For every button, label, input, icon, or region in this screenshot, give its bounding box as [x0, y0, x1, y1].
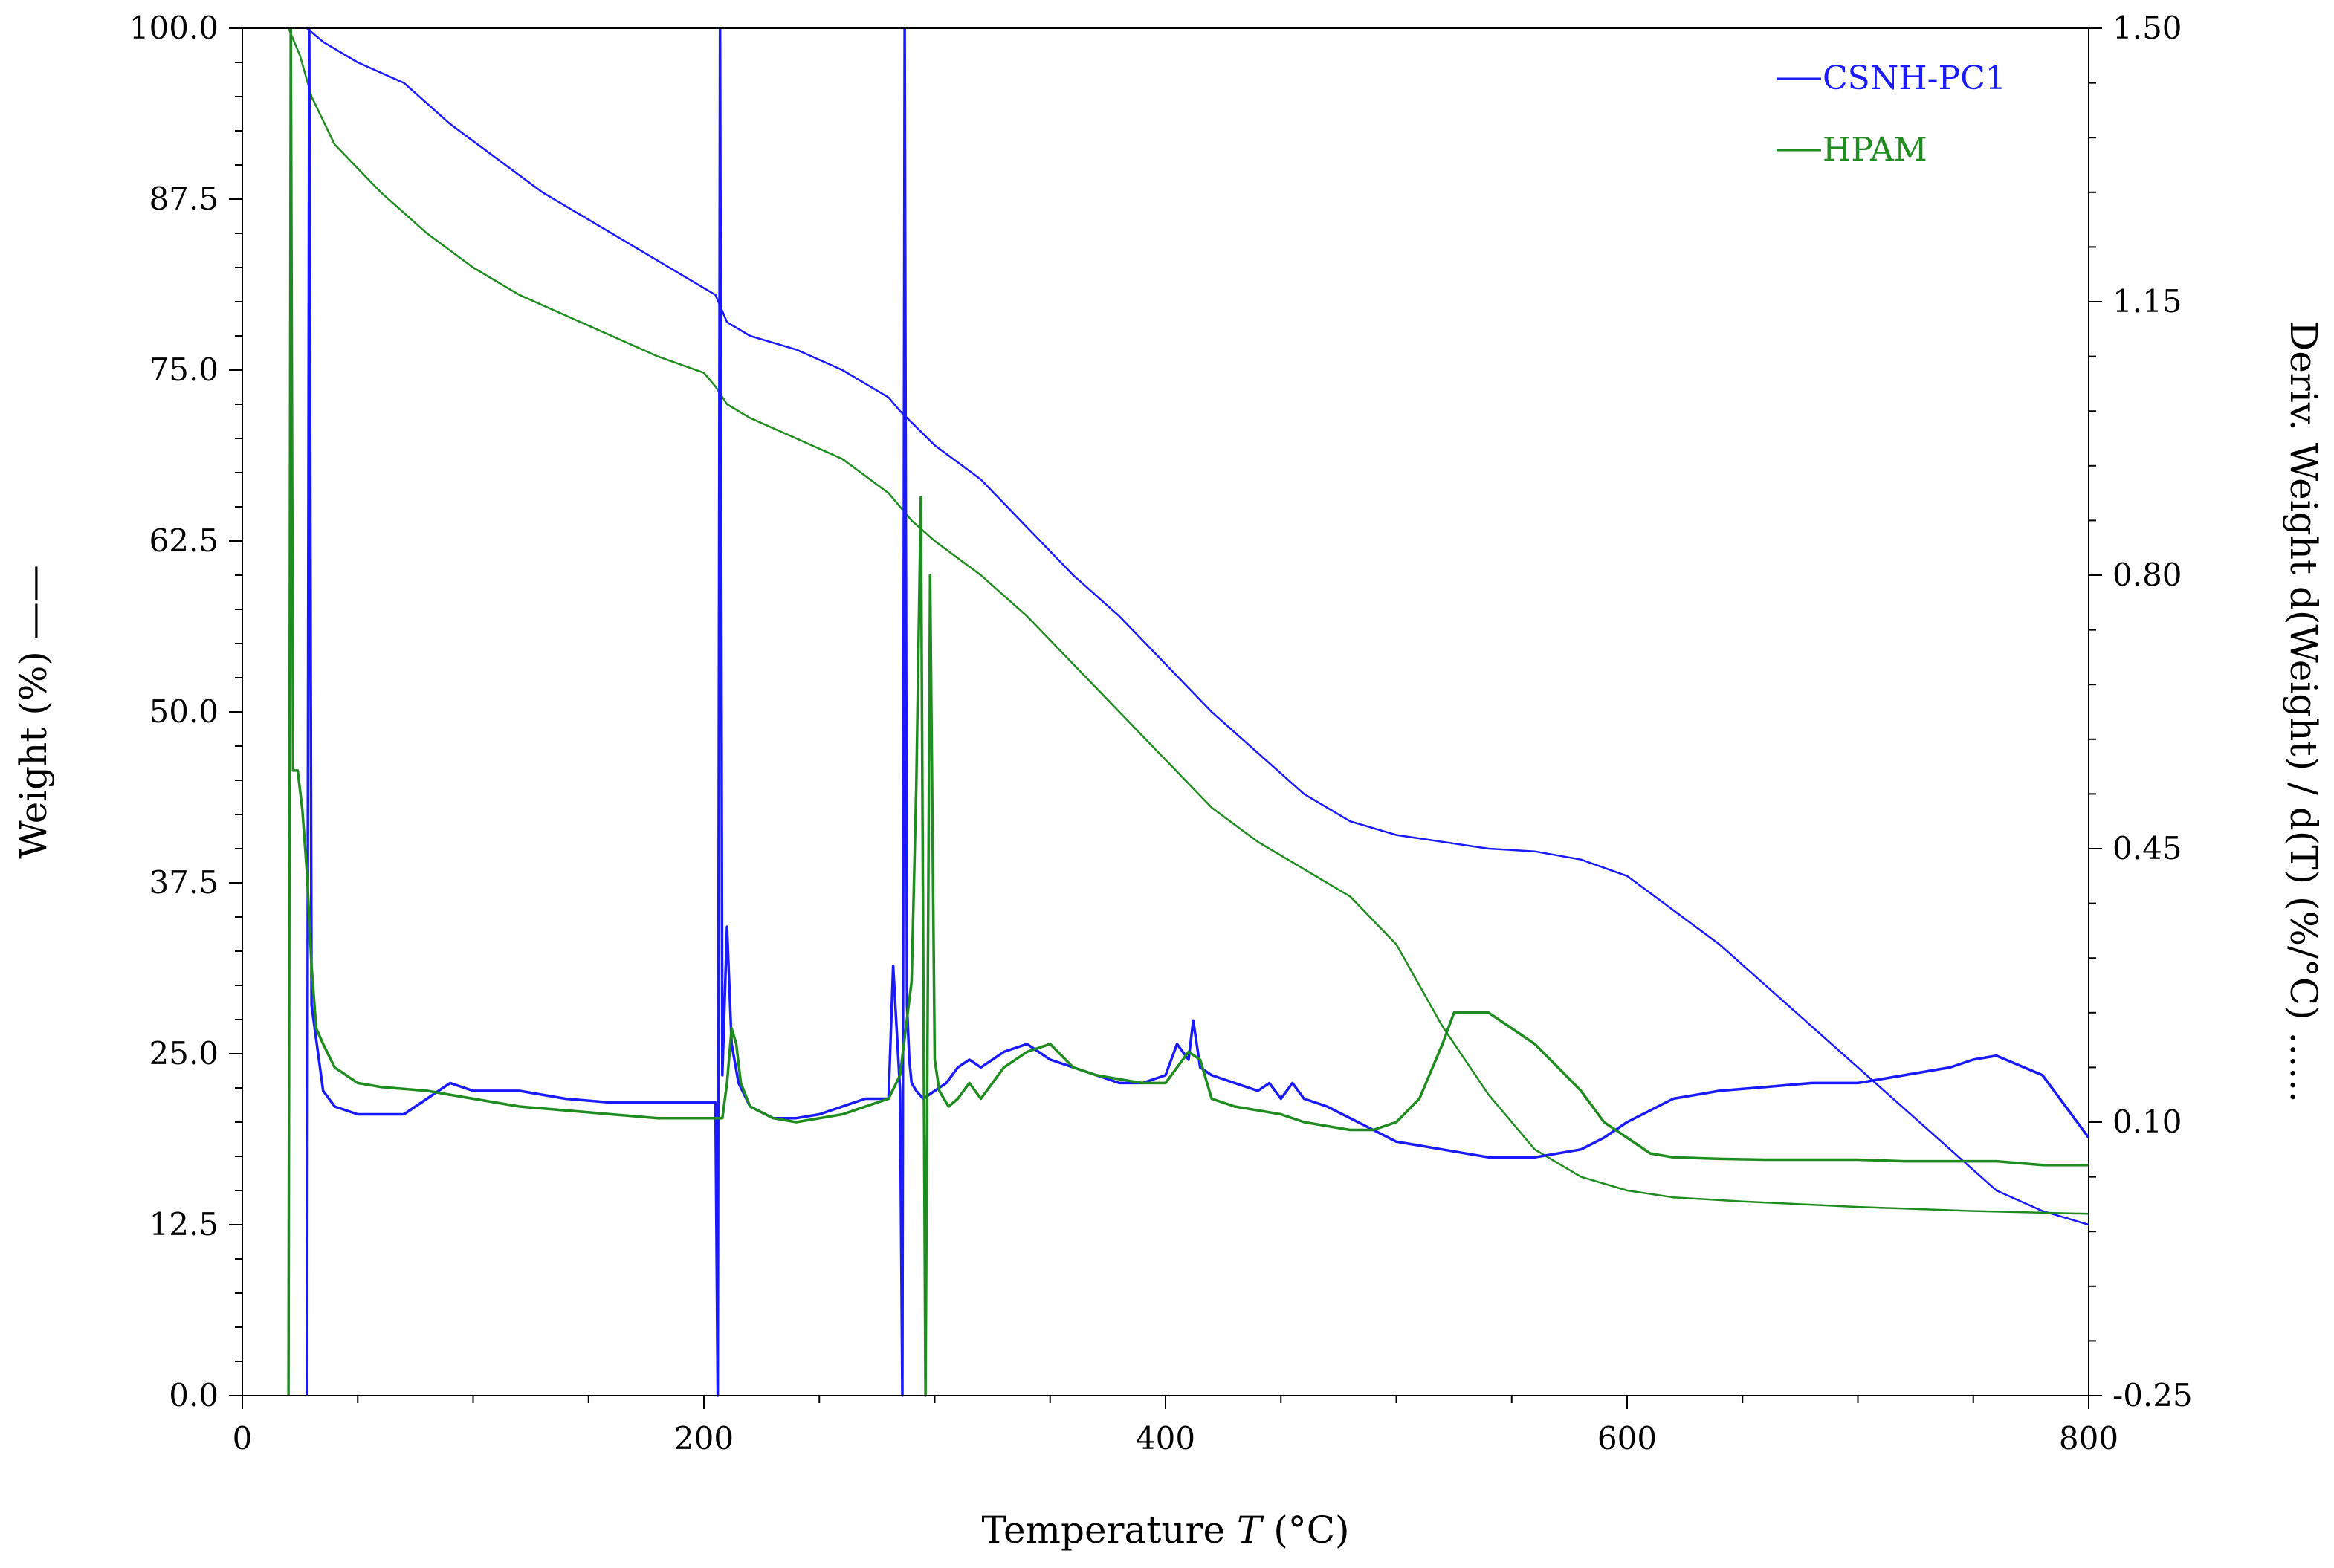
y-axis-title-left: Weight (%) —— [12, 565, 55, 859]
series-line-csnh-pc1 [306, 27, 2089, 1226]
y-left-tick-label: 100.0 [129, 10, 219, 46]
y-right-tick-label: 1.50 [2112, 10, 2182, 46]
y-axis-title-right: Deriv. Weight d(Weight) / d(T) (%/°C) ..… [2282, 321, 2325, 1103]
y-left-tick-label: 37.5 [149, 864, 219, 901]
series-line-hpam-derivative [287, 27, 2089, 1397]
y-left-tick-label: 25.0 [149, 1035, 219, 1072]
y-right-tick-label: 0.80 [2112, 557, 2182, 593]
legend: CSNH-PC1 HPAM [1777, 59, 2006, 169]
y-left-tick-label: 0.0 [169, 1377, 219, 1413]
axis-ticks: 0 200 400 600 800 0.0 12.5 25.0 37.5 50.0 62.5 75.0… [129, 10, 2193, 1457]
legend-label-csnh-pc1: CSNH-PC1 [1823, 59, 2006, 97]
y-left-tick-label: 75.0 [149, 351, 219, 388]
plot-frame [242, 27, 2089, 1396]
legend-label-hpam: HPAM [1823, 131, 1927, 169]
x-tick-label: 0 [233, 1420, 253, 1457]
x-tick-label: 600 [1597, 1420, 1657, 1457]
y-right-tick-label: 0.45 [2112, 830, 2182, 866]
y-right-tick-label: 1.15 [2112, 283, 2182, 320]
y-left-tick-label: 62.5 [149, 522, 219, 559]
y-right-tick-label: -0.25 [2112, 1377, 2193, 1413]
plot-lines [287, 27, 2090, 1397]
y-right-tick-label: 0.10 [2112, 1104, 2182, 1140]
series-line-hpam [287, 27, 2089, 1215]
y-left-tick-label: 50.0 [149, 693, 219, 730]
x-tick-label: 200 [674, 1420, 734, 1457]
y-left-tick-label: 87.5 [149, 181, 219, 217]
x-tick-label: 800 [2059, 1420, 2118, 1457]
x-axis-title: Temperature T (°C) [981, 1509, 1349, 1552]
x-tick-label: 400 [1136, 1420, 1195, 1457]
series-line-csnh-pc1-derivative [306, 27, 2090, 1397]
y-left-tick-label: 12.5 [149, 1206, 219, 1243]
